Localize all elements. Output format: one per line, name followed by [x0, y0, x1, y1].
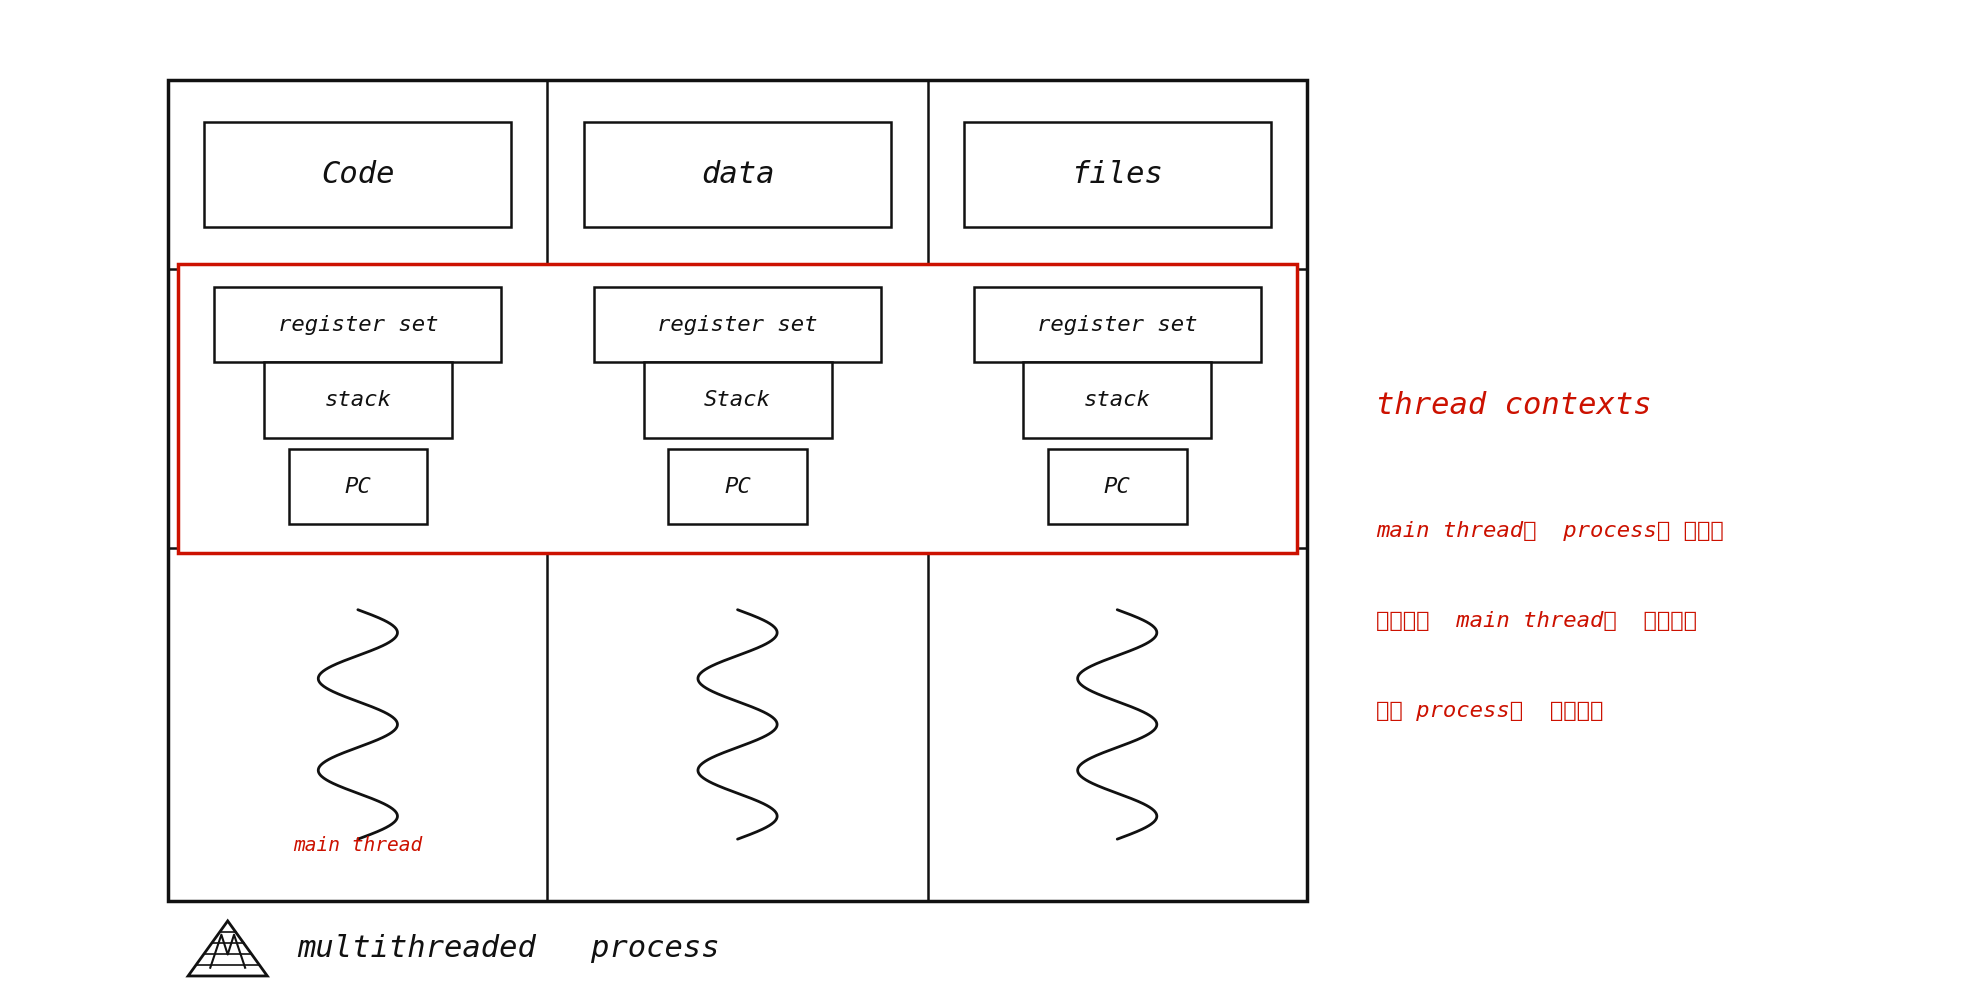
Bar — [263, 362, 451, 437]
Text: PC: PC — [1105, 476, 1131, 496]
Bar — [1024, 362, 1212, 437]
Bar — [204, 122, 511, 227]
Text: PC: PC — [345, 476, 370, 496]
Text: PC: PC — [725, 476, 750, 496]
Text: stack: stack — [1083, 390, 1150, 410]
Text: register set: register set — [1038, 314, 1198, 334]
Bar — [974, 287, 1261, 362]
Text: register set: register set — [277, 314, 438, 334]
Bar — [1047, 449, 1186, 525]
Bar — [214, 287, 501, 362]
Bar — [178, 264, 1297, 553]
Text: thread contexts: thread contexts — [1376, 391, 1651, 419]
Text: multithreaded   process: multithreaded process — [297, 934, 719, 963]
Text: 전체 process가  종료된다: 전체 process가 종료된다 — [1376, 701, 1604, 721]
Bar — [168, 80, 1307, 901]
Text: stack: stack — [325, 390, 392, 410]
Text: main thread는  process와 동시에: main thread는 process와 동시에 — [1376, 521, 1725, 541]
Bar — [584, 122, 891, 227]
Text: Stack: Stack — [705, 390, 770, 410]
Text: files: files — [1071, 160, 1162, 189]
Text: register set: register set — [657, 314, 818, 334]
Text: Code: Code — [321, 160, 394, 189]
Bar — [594, 287, 881, 362]
Bar — [289, 449, 428, 525]
Text: 생성되고  main thread가  종료되면: 생성되고 main thread가 종료되면 — [1376, 611, 1697, 631]
Bar — [644, 362, 832, 437]
Text: main thread: main thread — [293, 837, 422, 855]
Bar — [669, 449, 808, 525]
Bar — [964, 122, 1271, 227]
Text: data: data — [701, 160, 774, 189]
